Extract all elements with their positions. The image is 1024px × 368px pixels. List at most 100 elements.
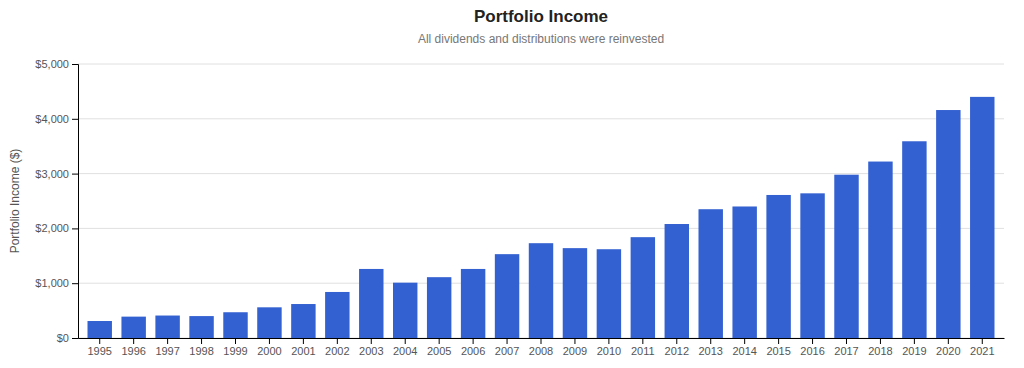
subtitle: All dividends and distributions were rei… bbox=[418, 32, 664, 46]
x-tick-mark bbox=[473, 338, 474, 344]
y-tick-mark bbox=[72, 283, 78, 284]
x-tick-label: 2021 bbox=[970, 345, 994, 357]
bar bbox=[223, 312, 247, 338]
x-tick-label: 2014 bbox=[732, 345, 756, 357]
x-tick: 2016 bbox=[800, 338, 824, 357]
x-tick: 2020 bbox=[936, 338, 960, 357]
bar bbox=[631, 237, 655, 338]
x-tick: 2004 bbox=[393, 338, 417, 357]
y-tick: $3,000 bbox=[35, 168, 78, 180]
x-tick-label: 2012 bbox=[665, 345, 689, 357]
x-tick-mark bbox=[337, 338, 338, 344]
x-tick: 2011 bbox=[631, 338, 655, 357]
x-tick-mark bbox=[948, 338, 949, 344]
grid-line bbox=[78, 64, 1004, 65]
x-tick: 1998 bbox=[189, 338, 213, 357]
x-tick-label: 2016 bbox=[800, 345, 824, 357]
y-tick-label: $2,000 bbox=[35, 222, 69, 234]
bar bbox=[257, 307, 281, 338]
x-tick: 2018 bbox=[868, 338, 892, 357]
x-tick-mark bbox=[269, 338, 270, 344]
x-tick-mark bbox=[642, 338, 643, 344]
y-tick-mark bbox=[72, 64, 78, 65]
x-tick-mark bbox=[201, 338, 202, 344]
bar bbox=[868, 162, 892, 338]
bar bbox=[325, 292, 349, 338]
bar bbox=[291, 304, 315, 338]
bar bbox=[121, 317, 145, 338]
bar bbox=[834, 175, 858, 338]
y-tick-label: $5,000 bbox=[35, 58, 69, 70]
x-tick-mark bbox=[812, 338, 813, 344]
chart-container: 1995199619971998199920002001200220032004… bbox=[0, 0, 1024, 368]
x-tick-label: 2001 bbox=[291, 345, 315, 357]
x-tick-label: 1999 bbox=[223, 345, 247, 357]
x-tick-label: 2004 bbox=[393, 345, 417, 357]
x-tick: 2010 bbox=[597, 338, 621, 357]
bar bbox=[495, 254, 519, 338]
bar bbox=[393, 283, 417, 338]
title: Portfolio Income bbox=[474, 7, 608, 26]
bar bbox=[461, 269, 485, 338]
x-tick: 1997 bbox=[155, 338, 179, 357]
x-tick-label: 2018 bbox=[868, 345, 892, 357]
x-tick-label: 2010 bbox=[597, 345, 621, 357]
grid bbox=[78, 64, 1004, 338]
y-tick-label: $0 bbox=[57, 332, 69, 344]
x-tick: 2013 bbox=[698, 338, 722, 357]
x-tick-mark bbox=[507, 338, 508, 344]
x-tick-mark bbox=[235, 338, 236, 344]
x-tick-label: 2020 bbox=[936, 345, 960, 357]
x-tick: 2015 bbox=[766, 338, 790, 357]
grid-line bbox=[78, 118, 1004, 119]
x-tick: 2019 bbox=[902, 338, 926, 357]
y-tick-label: $1,000 bbox=[35, 277, 69, 289]
x-tick: 1999 bbox=[223, 338, 247, 357]
bar bbox=[902, 141, 926, 338]
x-tick-label: 2019 bbox=[902, 345, 926, 357]
x-tick-label: 2011 bbox=[631, 345, 655, 357]
bar bbox=[88, 321, 112, 338]
bar bbox=[427, 277, 451, 338]
bar bbox=[936, 110, 960, 338]
x-tick-label: 2017 bbox=[834, 345, 858, 357]
x-tick-label: 2003 bbox=[359, 345, 383, 357]
x-tick: 1996 bbox=[121, 338, 145, 357]
y-tick-mark bbox=[72, 338, 78, 339]
x-tick: 2017 bbox=[834, 338, 858, 357]
x-tick-mark bbox=[880, 338, 881, 344]
y-axis-title: Portfolio Income ($) bbox=[8, 149, 22, 254]
x-tick-mark bbox=[99, 338, 100, 344]
bar bbox=[597, 249, 621, 338]
x-tick: 2021 bbox=[970, 338, 994, 357]
axis-line bbox=[72, 65, 79, 339]
x-tick-label: 1996 bbox=[121, 345, 145, 357]
y-tick-mark bbox=[72, 174, 78, 175]
bar bbox=[155, 316, 179, 338]
x-tick-mark bbox=[371, 338, 372, 344]
x-tick-label: 2006 bbox=[461, 345, 485, 357]
x-tick: 2008 bbox=[529, 338, 553, 357]
x-axis: 1995199619971998199920002001200220032004… bbox=[79, 338, 1005, 357]
x-tick: 2006 bbox=[461, 338, 485, 357]
x-tick-mark bbox=[710, 338, 711, 344]
bar bbox=[766, 195, 790, 338]
x-tick-label: 2000 bbox=[257, 345, 281, 357]
x-tick-mark bbox=[541, 338, 542, 344]
x-tick: 2002 bbox=[325, 338, 349, 357]
x-tick: 2003 bbox=[359, 338, 383, 357]
y-tick: $4,000 bbox=[35, 113, 78, 125]
x-tick-mark bbox=[982, 338, 983, 344]
bar bbox=[359, 269, 383, 338]
bar bbox=[732, 206, 756, 338]
y-tick-label: $4,000 bbox=[35, 113, 69, 125]
plot-area bbox=[88, 97, 995, 338]
y-tick-mark bbox=[72, 228, 78, 229]
bar bbox=[563, 248, 587, 338]
grid-line bbox=[78, 173, 1004, 174]
x-tick-mark bbox=[676, 338, 677, 344]
x-tick: 2001 bbox=[291, 338, 315, 357]
x-tick-label: 2009 bbox=[563, 345, 587, 357]
bar bbox=[800, 193, 824, 338]
bar bbox=[699, 209, 723, 338]
